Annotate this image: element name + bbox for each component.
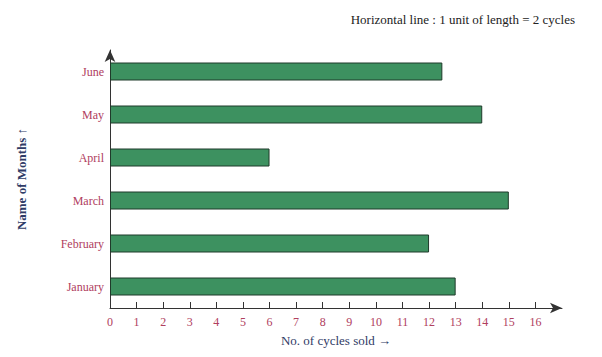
- svg-text:May: May: [82, 108, 104, 122]
- svg-text:January: January: [67, 280, 104, 294]
- svg-text:March: March: [73, 194, 104, 208]
- svg-text:8: 8: [320, 315, 326, 329]
- svg-text:15: 15: [503, 315, 515, 329]
- svg-text:10: 10: [370, 315, 382, 329]
- svg-text:June: June: [82, 65, 104, 79]
- svg-text:February: February: [61, 237, 104, 251]
- svg-text:1: 1: [134, 315, 140, 329]
- svg-text:0: 0: [107, 315, 113, 329]
- svg-text:16: 16: [529, 315, 541, 329]
- svg-text:11: 11: [397, 315, 409, 329]
- svg-text:4: 4: [213, 315, 219, 329]
- svg-text:13: 13: [450, 315, 462, 329]
- svg-text:Name of Months ↑: Name of Months ↑: [14, 128, 29, 230]
- svg-text:Horizontal line : 1 unit of le: Horizontal line : 1 unit of length = 2 c…: [351, 12, 575, 27]
- svg-text:12: 12: [423, 315, 435, 329]
- svg-text:6: 6: [267, 315, 273, 329]
- svg-text:2: 2: [160, 315, 166, 329]
- svg-text:7: 7: [293, 315, 299, 329]
- svg-text:3: 3: [187, 315, 193, 329]
- svg-text:5: 5: [240, 315, 246, 329]
- svg-text:April: April: [79, 151, 105, 165]
- svg-text:No. of cycles sold →: No. of cycles sold →: [281, 333, 391, 348]
- svg-text:14: 14: [476, 315, 488, 329]
- svg-text:9: 9: [346, 315, 352, 329]
